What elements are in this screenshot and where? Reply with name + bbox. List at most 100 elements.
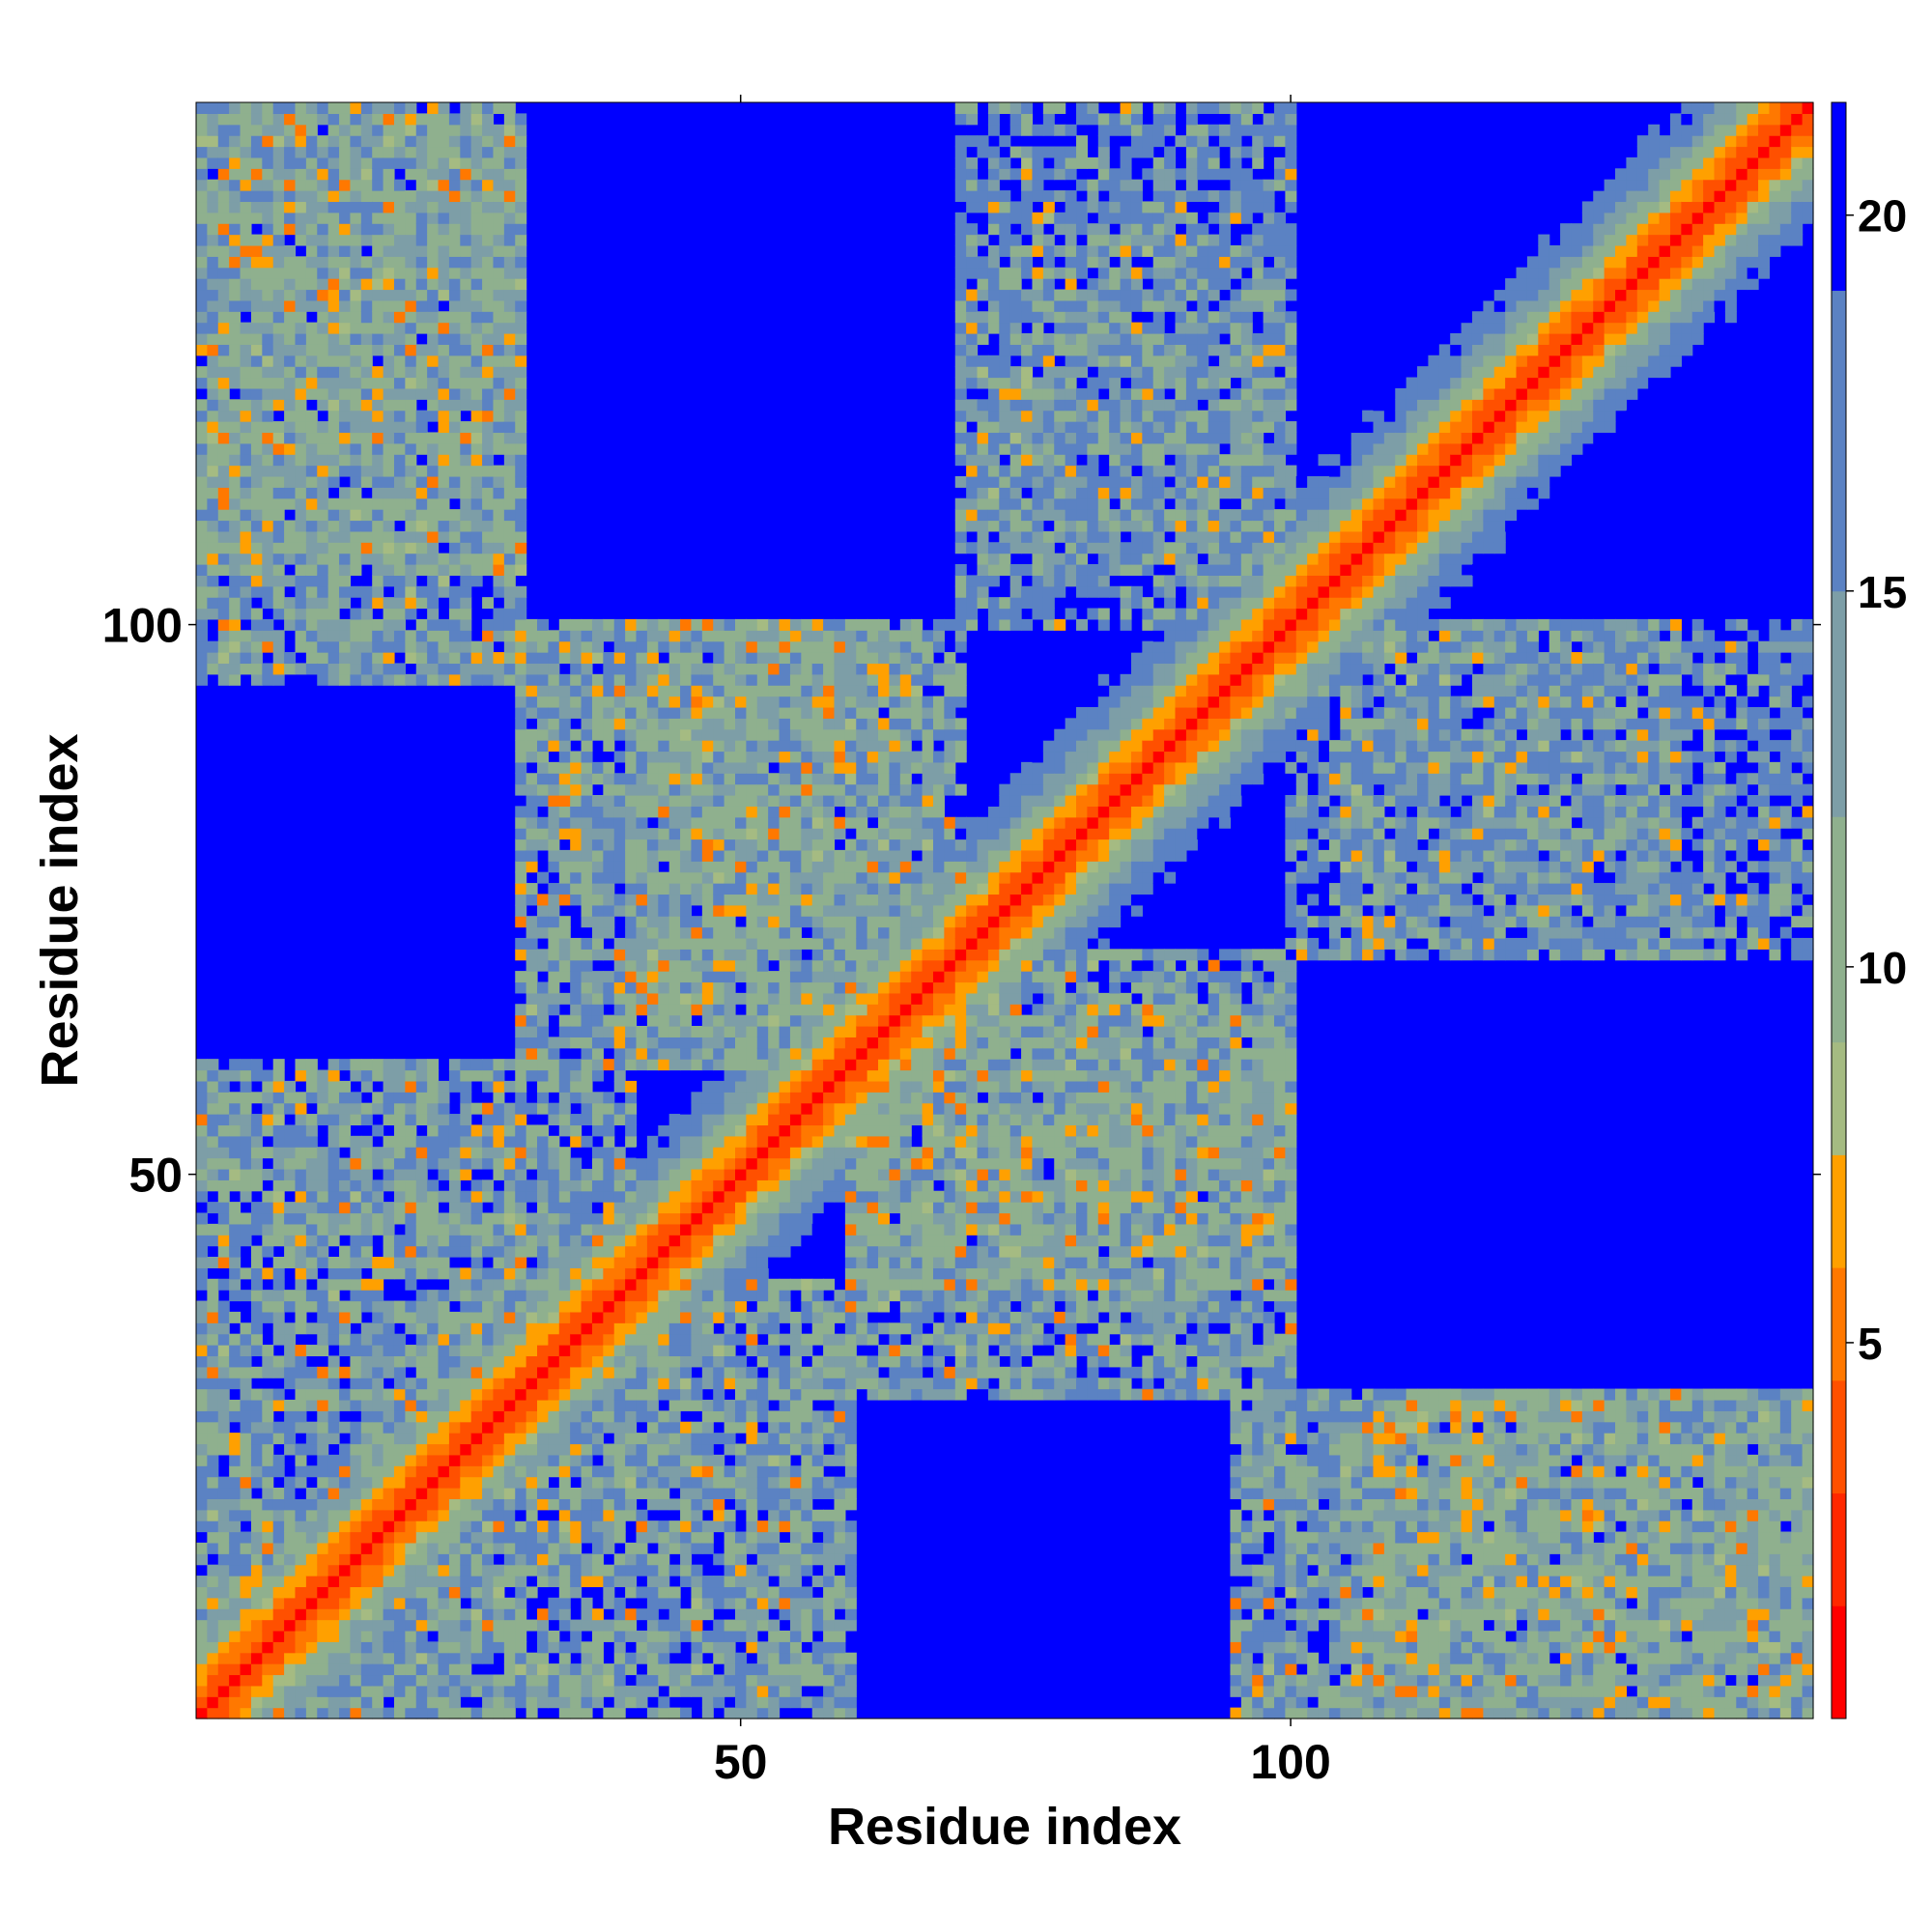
heatmap-cell <box>438 1257 450 1268</box>
heatmap-cell <box>603 1333 615 1346</box>
heatmap-cell <box>383 113 395 126</box>
heatmap-cell <box>350 201 362 213</box>
heatmap-cell <box>196 608 208 620</box>
heatmap-cell <box>360 640 373 653</box>
heatmap-cell <box>515 1147 527 1159</box>
heatmap-cell <box>305 124 318 136</box>
heatmap-cell <box>305 1124 318 1137</box>
heatmap-cell <box>526 1476 538 1489</box>
heatmap-cell <box>250 1576 263 1588</box>
heatmap-cell <box>360 1212 373 1225</box>
heatmap-cell <box>360 475 373 488</box>
heatmap-cell <box>284 387 297 400</box>
heatmap-cell <box>372 597 384 610</box>
heatmap-cell <box>625 838 638 851</box>
heatmap-cell <box>360 454 373 467</box>
heatmap-cell <box>503 1290 516 1302</box>
heatmap-cell <box>393 1311 406 1323</box>
heatmap-cell <box>262 1509 274 1521</box>
heatmap-cell <box>229 1223 242 1236</box>
heatmap-cell <box>570 949 582 961</box>
heatmap-cell <box>668 640 681 653</box>
heatmap-cell <box>646 663 659 675</box>
heatmap-cell <box>701 1366 714 1378</box>
heatmap-cell <box>603 949 615 961</box>
heatmap-cell <box>250 311 263 324</box>
heatmap-cell <box>284 575 297 587</box>
heatmap-cell <box>460 1488 472 1499</box>
heatmap-cell <box>448 344 461 356</box>
heatmap-cell <box>646 1257 659 1268</box>
heatmap-cell <box>284 299 297 312</box>
heatmap-cell <box>570 1553 582 1566</box>
heatmap-cell <box>691 1630 703 1642</box>
heatmap-cell <box>493 1212 505 1225</box>
heatmap-cell <box>327 267 340 279</box>
heatmap-cell <box>207 497 219 510</box>
heatmap-cell <box>537 838 550 851</box>
heatmap-cell <box>460 1542 472 1554</box>
heatmap-cell <box>646 883 659 895</box>
heatmap-cell <box>558 728 571 741</box>
heatmap-cell <box>603 1059 615 1071</box>
heatmap-cell <box>427 212 440 224</box>
heatmap-cell <box>701 685 714 697</box>
heatmap-cell <box>327 1707 340 1719</box>
heatmap-cell <box>603 1619 615 1632</box>
heatmap-cell <box>438 640 450 653</box>
heatmap-cell <box>372 1378 384 1390</box>
heatmap-cell <box>405 135 417 148</box>
heatmap-cell <box>317 553 329 565</box>
heatmap-cell <box>217 1212 230 1225</box>
heatmap-cell <box>625 685 638 697</box>
heatmap-cell <box>625 1564 638 1577</box>
heatmap-cell <box>415 366 428 379</box>
heatmap-cell <box>526 1586 538 1599</box>
heatmap-cell <box>591 1663 604 1676</box>
heatmap-cell <box>393 640 406 653</box>
heatmap-cell <box>570 1421 582 1434</box>
heatmap-cell <box>327 1674 340 1687</box>
heatmap-cell <box>305 1630 318 1642</box>
heatmap-cell <box>668 838 681 851</box>
heatmap-cell <box>305 553 318 565</box>
heatmap-cell <box>581 1465 593 1478</box>
heatmap-cell <box>196 585 208 598</box>
heatmap-cell <box>415 1410 428 1423</box>
heatmap-cell <box>262 1488 274 1499</box>
heatmap-cell <box>229 1608 242 1621</box>
heatmap-cell <box>317 564 329 576</box>
heatmap-cell <box>735 838 747 851</box>
heatmap-cell <box>372 1202 384 1214</box>
heatmap-cell <box>327 1257 340 1268</box>
heatmap-cell <box>438 201 450 213</box>
heatmap-cell <box>537 1542 550 1554</box>
heatmap-cell <box>272 355 285 367</box>
heatmap-cell <box>515 783 527 796</box>
heatmap-cell <box>460 432 472 444</box>
heatmap-cell <box>383 597 395 610</box>
heatmap-cell <box>493 432 505 444</box>
heatmap-cell <box>470 1619 483 1632</box>
heatmap-cell <box>581 773 593 785</box>
heatmap-cell <box>470 1069 483 1082</box>
heatmap-cell <box>658 673 670 686</box>
heatmap-cell <box>448 1388 461 1401</box>
heatmap-cell <box>317 1410 329 1423</box>
heatmap-cell <box>295 497 307 510</box>
heatmap-cell <box>240 1707 252 1719</box>
heatmap-cell <box>317 597 329 610</box>
heatmap-cell <box>482 1619 495 1632</box>
heatmap-cell <box>250 333 263 345</box>
heatmap-cell <box>713 926 725 939</box>
heatmap-cell <box>558 1421 571 1434</box>
heatmap-cell <box>680 1630 693 1642</box>
heatmap-cell <box>427 454 440 467</box>
heatmap-cell <box>229 1355 242 1368</box>
heatmap-cell <box>250 1652 263 1664</box>
heatmap-cell <box>470 190 483 203</box>
heatmap-cell <box>448 1168 461 1180</box>
heatmap-cell <box>240 520 252 532</box>
heatmap-cell <box>240 1190 252 1203</box>
